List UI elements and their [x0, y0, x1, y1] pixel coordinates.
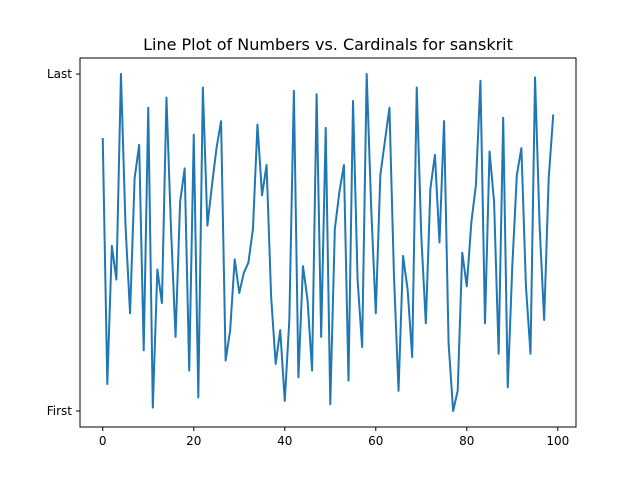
plot-area: 0 20 40 60 80 100 First Last: [47, 67, 570, 448]
x-tick-label: 20: [186, 434, 201, 448]
y-tick-label: First: [47, 404, 73, 418]
x-tick-label: 60: [368, 434, 383, 448]
axes-frame: [79, 57, 577, 428]
x-tick-label: 80: [459, 434, 474, 448]
x-tick-label: 40: [277, 434, 292, 448]
y-tick-label: Last: [47, 67, 72, 81]
chart-title: Line Plot of Numbers vs. Cardinals for s…: [143, 35, 513, 54]
x-tick-label: 0: [99, 434, 107, 448]
x-tick-label: 100: [546, 434, 569, 448]
series-line-0: [101, 73, 555, 412]
